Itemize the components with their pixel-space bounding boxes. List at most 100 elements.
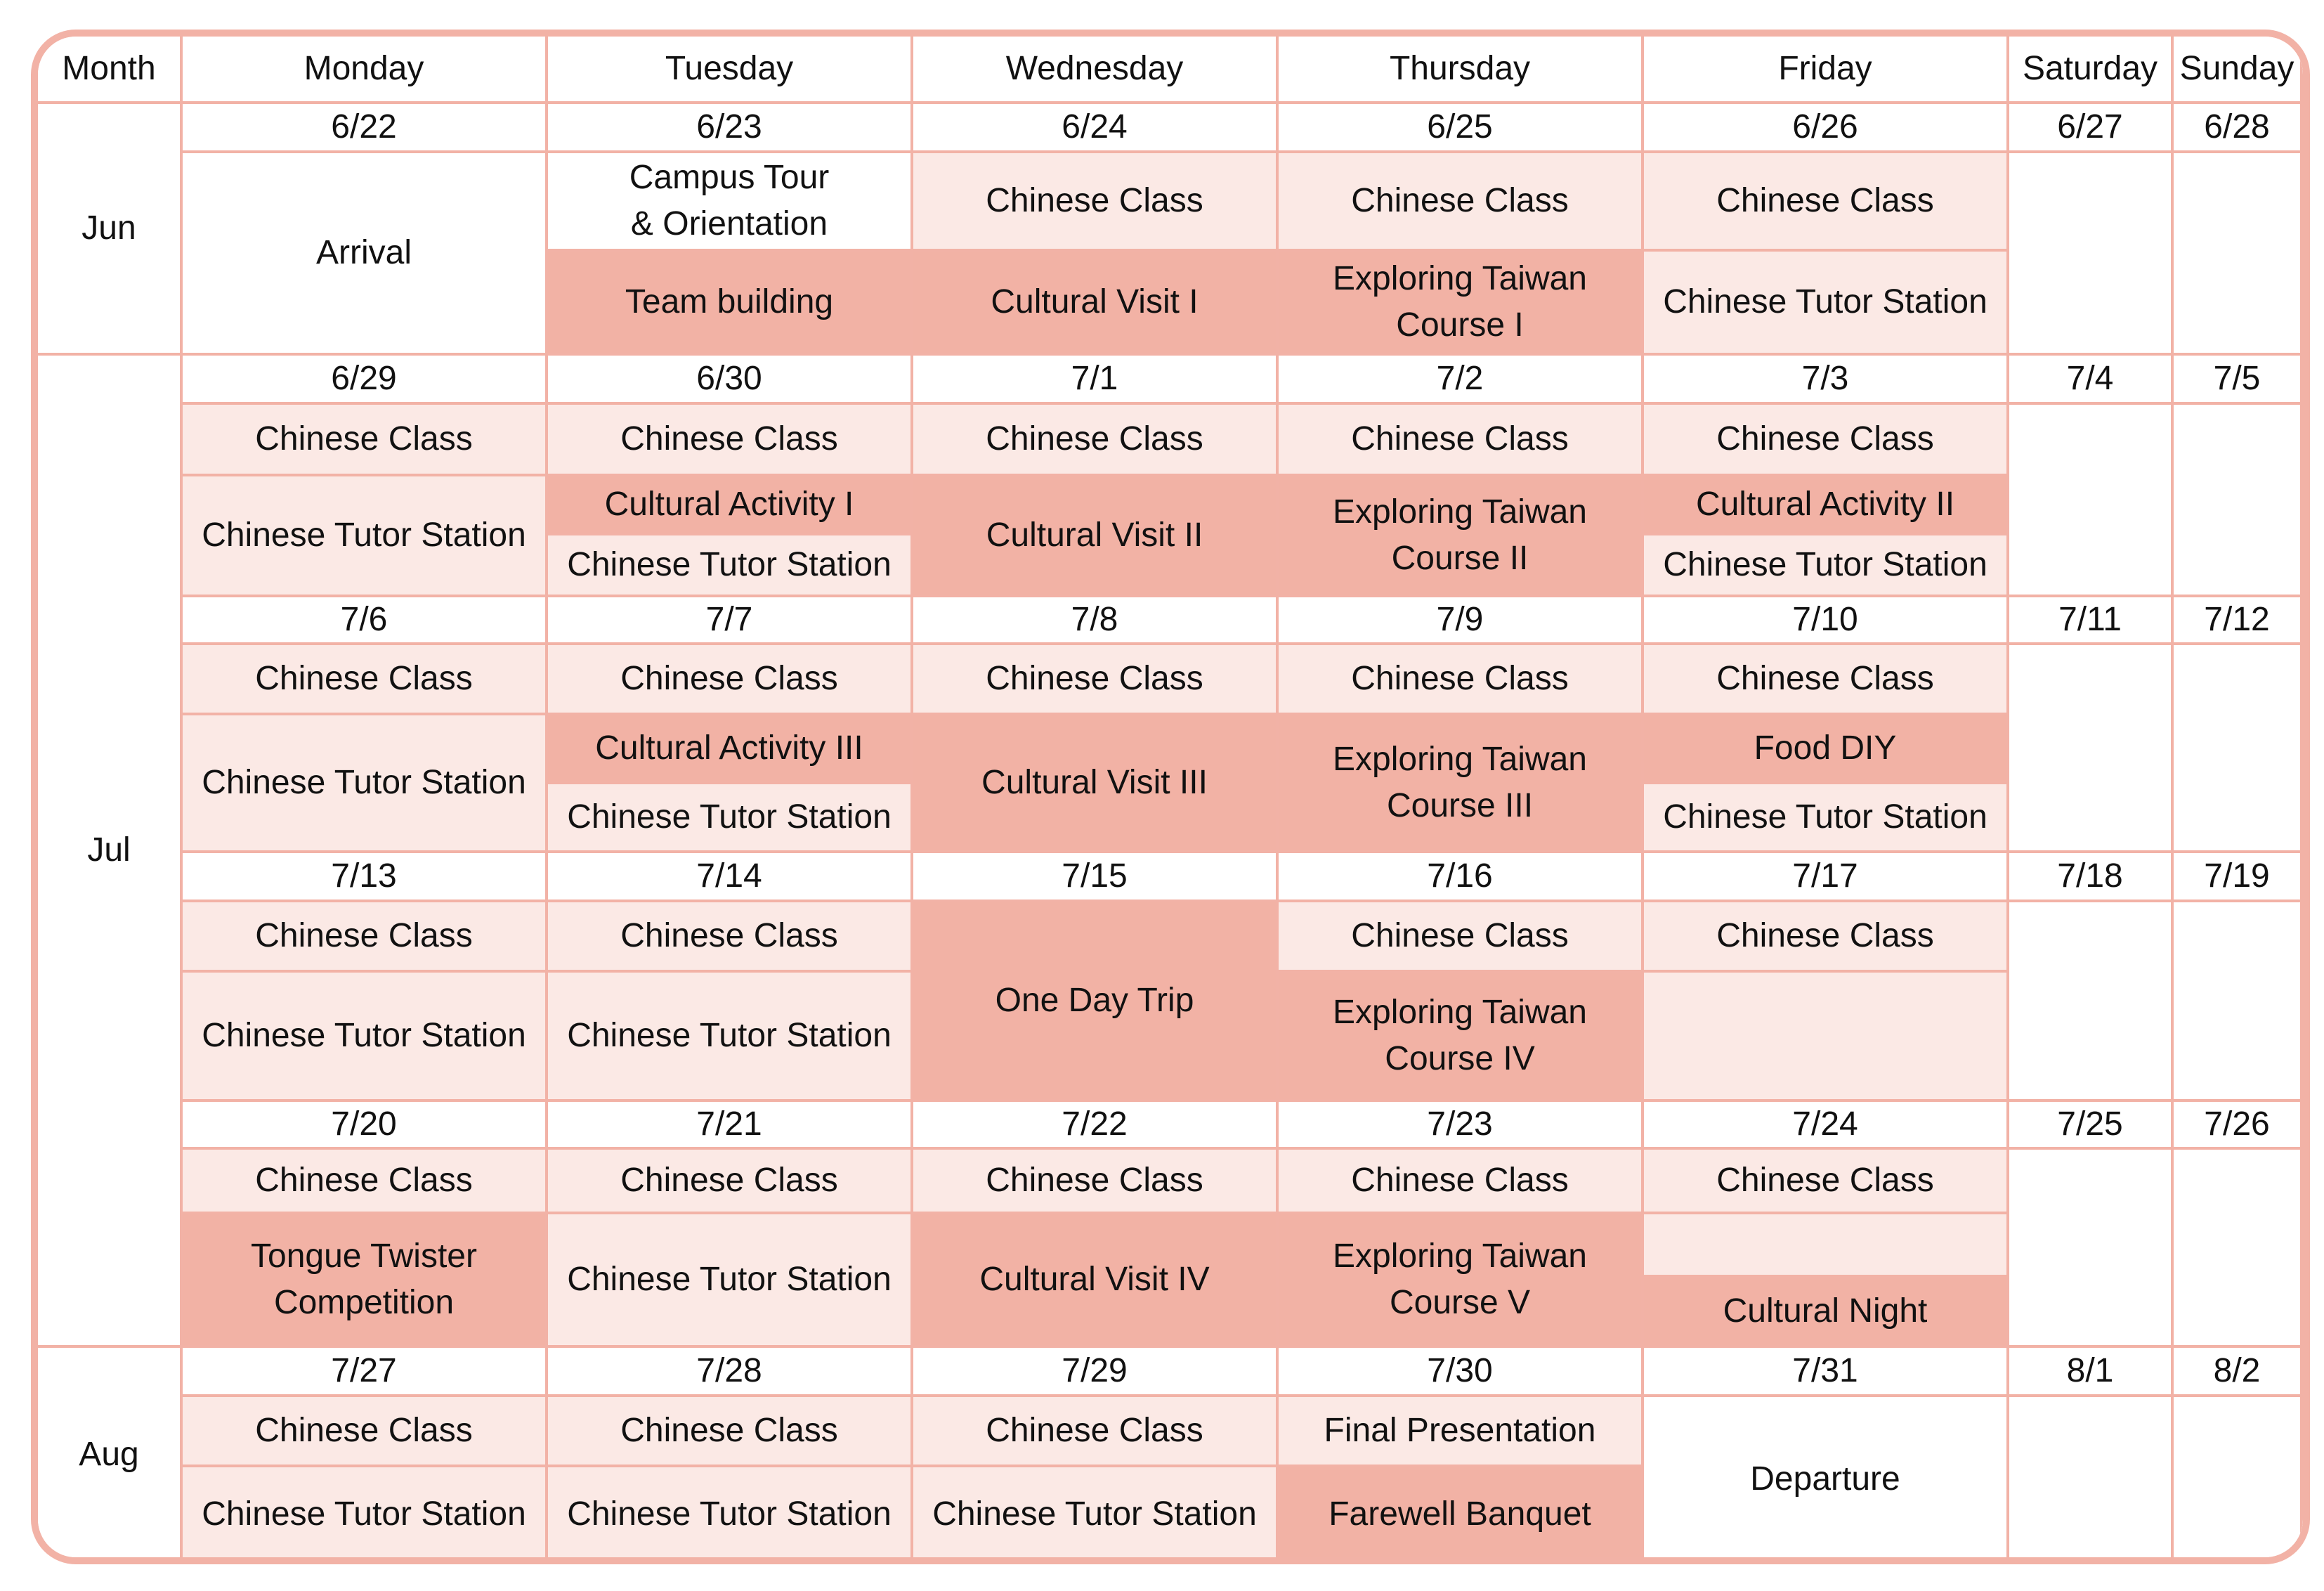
date-cell: 7/9 xyxy=(1279,597,1644,645)
event-tongue-twister-competition: Tongue Twister Competition xyxy=(183,1214,548,1348)
wednesday-header: Wednesday xyxy=(913,37,1279,104)
date-cell: 7/29 xyxy=(913,1348,1279,1397)
event-chinese-tutor-station: Chinese Tutor Station xyxy=(1644,252,2009,356)
date-cell: 6/29 xyxy=(183,356,548,405)
event-cultural-activity-i: Cultural Activity I xyxy=(548,476,913,535)
date-cell: 7/11 xyxy=(2009,597,2174,645)
date-cell: 6/24 xyxy=(913,104,1279,153)
month-label-jun: Jun xyxy=(38,104,183,356)
date-cell: 7/8 xyxy=(913,597,1279,645)
date-cell: 8/1 xyxy=(2009,1348,2174,1397)
saturday-empty-cell xyxy=(2009,1150,2174,1348)
date-cell: 6/23 xyxy=(548,104,913,153)
event-exploring-taiwan-course-iii: Exploring Taiwan Course III xyxy=(1279,715,1644,853)
date-cell: 7/6 xyxy=(183,597,548,645)
date-cell: 7/25 xyxy=(2009,1102,2174,1150)
date-cell: 7/1 xyxy=(913,356,1279,405)
date-cell: 7/14 xyxy=(548,853,913,902)
sunday-empty-cell xyxy=(2174,902,2303,1102)
saturday-empty-cell xyxy=(2009,153,2174,356)
event-farewell-banquet: Farewell Banquet xyxy=(1279,1467,1644,1557)
event-chinese-tutor-station: Chinese Tutor Station xyxy=(548,535,913,597)
schedule-table: Month Monday Tuesday Wednesday Thursday Frida… xyxy=(31,30,2310,1564)
date-cell: 7/23 xyxy=(1279,1102,1644,1150)
event-empty xyxy=(1644,973,2009,1102)
date-cell: 7/12 xyxy=(2174,597,2303,645)
date-cell: 7/21 xyxy=(548,1102,913,1150)
saturday-empty-cell xyxy=(2009,405,2174,597)
event-chinese-class: Chinese Class xyxy=(1279,645,1644,715)
event-chinese-class: Chinese Class xyxy=(1279,405,1644,476)
event-chinese-class: Chinese Class xyxy=(548,405,913,476)
monday-header: Monday xyxy=(183,37,548,104)
event-chinese-class: Chinese Class xyxy=(548,1397,913,1467)
event-chinese-class: Chinese Class xyxy=(913,1397,1279,1467)
event-chinese-class: Chinese Class xyxy=(548,645,913,715)
event-food-diy: Food DIY xyxy=(1644,715,2009,784)
thursday-header: Thursday xyxy=(1279,37,1644,104)
event-cultural-visit-ii: Cultural Visit II xyxy=(913,476,1279,597)
event-chinese-class: Chinese Class xyxy=(1279,153,1644,252)
date-cell: 6/28 xyxy=(2174,104,2303,153)
event-chinese-tutor-station: Chinese Tutor Station xyxy=(548,1214,913,1348)
event-chinese-class: Chinese Class xyxy=(1644,645,2009,715)
event-empty xyxy=(1644,1214,2009,1278)
sunday-empty-cell xyxy=(2174,153,2303,356)
saturday-empty-cell xyxy=(2009,902,2174,1102)
date-cell: 7/10 xyxy=(1644,597,2009,645)
event-campus-tour-orientation: Campus Tour & Orientation xyxy=(548,153,913,252)
date-cell: 7/7 xyxy=(548,597,913,645)
event-chinese-tutor-station: Chinese Tutor Station xyxy=(183,715,548,853)
event-arrival: Arrival xyxy=(183,153,548,356)
date-cell: 7/20 xyxy=(183,1102,548,1150)
date-cell: 7/27 xyxy=(183,1348,548,1397)
event-chinese-tutor-station: Chinese Tutor Station xyxy=(548,784,913,853)
date-cell: 7/4 xyxy=(2009,356,2174,405)
event-chinese-class: Chinese Class xyxy=(913,1150,1279,1214)
sunday-empty-cell xyxy=(2174,405,2303,597)
event-cultural-visit-i: Cultural Visit I xyxy=(913,252,1279,356)
date-cell: 7/19 xyxy=(2174,853,2303,902)
event-chinese-class: Chinese Class xyxy=(913,405,1279,476)
event-exploring-taiwan-course-v: Exploring Taiwan Course V xyxy=(1279,1214,1644,1348)
date-cell: 6/26 xyxy=(1644,104,2009,153)
event-departure: Departure xyxy=(1644,1397,2009,1557)
date-cell: 6/30 xyxy=(548,356,913,405)
sunday-empty-cell xyxy=(2174,645,2303,853)
month-label-aug: Aug xyxy=(38,1348,183,1557)
event-chinese-tutor-station: Chinese Tutor Station xyxy=(1644,535,2009,597)
saturday-header: Saturday xyxy=(2009,37,2174,104)
event-chinese-tutor-station: Chinese Tutor Station xyxy=(183,476,548,597)
date-cell: 7/5 xyxy=(2174,356,2303,405)
date-cell: 6/22 xyxy=(183,104,548,153)
event-chinese-class: Chinese Class xyxy=(1644,1150,2009,1214)
date-cell: 7/3 xyxy=(1644,356,2009,405)
date-cell: 7/18 xyxy=(2009,853,2174,902)
date-cell: 7/2 xyxy=(1279,356,1644,405)
event-chinese-class: Chinese Class xyxy=(1279,902,1644,973)
event-chinese-class: Chinese Class xyxy=(1279,1150,1644,1214)
event-chinese-class: Chinese Class xyxy=(183,645,548,715)
date-cell: 6/25 xyxy=(1279,104,1644,153)
event-chinese-tutor-station: Chinese Tutor Station xyxy=(548,973,913,1102)
event-chinese-class: Chinese Class xyxy=(1644,153,2009,252)
event-chinese-class: Chinese Class xyxy=(913,645,1279,715)
event-chinese-class: Chinese Class xyxy=(183,1150,548,1214)
event-exploring-taiwan-course-i: Exploring Taiwan Course I xyxy=(1279,252,1644,356)
date-cell: 8/2 xyxy=(2174,1348,2303,1397)
event-chinese-tutor-station: Chinese Tutor Station xyxy=(1644,784,2009,853)
sunday-empty-cell xyxy=(2174,1397,2303,1557)
date-cell: 7/16 xyxy=(1279,853,1644,902)
event-chinese-tutor-station: Chinese Tutor Station xyxy=(183,1467,548,1557)
sunday-empty-cell xyxy=(2174,1150,2303,1348)
date-cell: 7/15 xyxy=(913,853,1279,902)
date-cell: 7/31 xyxy=(1644,1348,2009,1397)
date-cell: 7/28 xyxy=(548,1348,913,1397)
event-chinese-class: Chinese Class xyxy=(548,902,913,973)
event-chinese-tutor-station: Chinese Tutor Station xyxy=(548,1467,913,1557)
date-cell: 7/17 xyxy=(1644,853,2009,902)
event-exploring-taiwan-course-ii: Exploring Taiwan Course II xyxy=(1279,476,1644,597)
event-exploring-taiwan-course-iv: Exploring Taiwan Course IV xyxy=(1279,973,1644,1102)
event-one-day-trip: One Day Trip xyxy=(913,902,1279,1102)
event-chinese-class: Chinese Class xyxy=(913,153,1279,252)
